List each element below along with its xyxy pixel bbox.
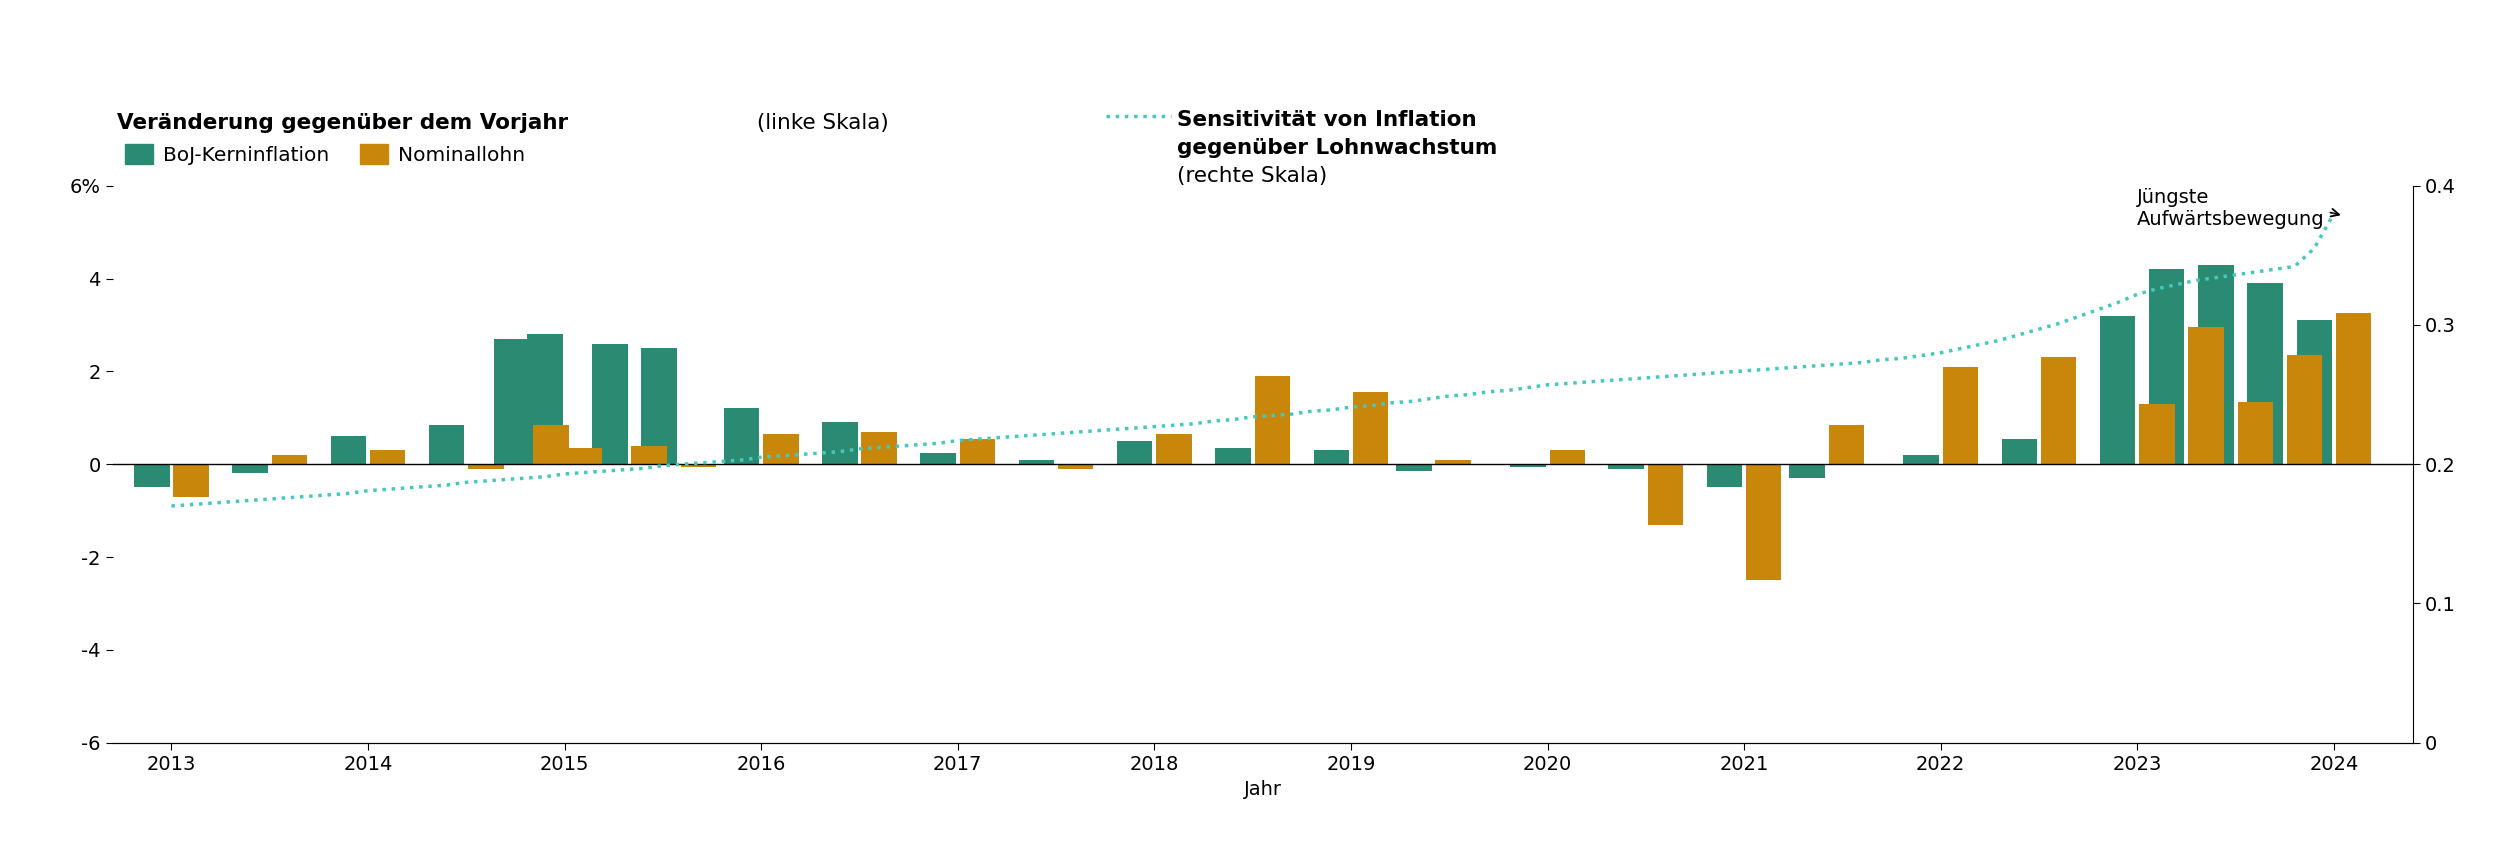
Bar — [1608, 464, 1645, 468]
Bar — [1942, 366, 1978, 464]
Bar — [1017, 459, 1055, 464]
Bar — [1158, 434, 1192, 464]
Bar — [2040, 357, 2078, 464]
Bar — [2248, 283, 2282, 464]
Text: gegenüber Lohnwachstum: gegenüber Lohnwachstum — [1178, 138, 1498, 159]
Bar — [468, 464, 502, 468]
Bar — [1550, 450, 1585, 464]
Bar — [272, 455, 308, 464]
Bar — [1255, 376, 1290, 464]
Bar — [2238, 402, 2272, 464]
Bar — [1118, 441, 1152, 464]
Bar — [2188, 327, 2225, 464]
Bar — [370, 450, 405, 464]
Legend: BoJ-Kerninflation, Nominallohn: BoJ-Kerninflation, Nominallohn — [118, 136, 532, 173]
Bar — [1058, 464, 1092, 468]
Bar — [2335, 313, 2370, 464]
Bar — [1828, 425, 1865, 464]
Text: Veränderung gegenüber dem Vorjahr: Veränderung gegenüber dem Vorjahr — [118, 113, 568, 133]
Bar — [430, 425, 465, 464]
Bar — [232, 464, 268, 473]
Bar — [2150, 269, 2185, 464]
Bar — [532, 425, 568, 464]
Bar — [2100, 316, 2135, 464]
Bar — [822, 422, 858, 464]
Bar — [2140, 403, 2175, 464]
Bar — [2288, 355, 2322, 464]
Bar — [762, 434, 798, 464]
Bar — [1745, 464, 1782, 580]
Bar — [1510, 464, 1545, 467]
X-axis label: Jahr: Jahr — [1242, 781, 1282, 799]
Bar — [920, 452, 955, 464]
Bar — [960, 439, 995, 464]
Bar — [1708, 464, 1742, 487]
Text: Sensitivität von Inflation: Sensitivität von Inflation — [1178, 111, 1478, 131]
Bar — [528, 334, 562, 464]
Text: (rechte Skala): (rechte Skala) — [1178, 166, 1328, 187]
Text: (linke Skala): (linke Skala) — [750, 113, 888, 133]
Bar — [495, 338, 530, 464]
Bar — [862, 431, 897, 464]
Bar — [135, 464, 170, 487]
Bar — [1435, 459, 1470, 464]
Bar — [680, 464, 715, 467]
Bar — [1395, 464, 1432, 471]
Bar — [1215, 448, 1250, 464]
Bar — [632, 446, 668, 464]
Bar — [1352, 392, 1388, 464]
Text: Jüngste
Aufwärtsbewegung: Jüngste Aufwärtsbewegung — [2138, 188, 2340, 229]
Bar — [1902, 455, 1938, 464]
Bar — [173, 464, 210, 496]
Bar — [2002, 439, 2037, 464]
Bar — [2198, 264, 2232, 464]
Bar — [642, 348, 678, 464]
Bar — [1648, 464, 1682, 524]
Bar — [330, 436, 365, 464]
Bar — [1790, 464, 1825, 478]
Bar — [2298, 320, 2332, 464]
Bar — [568, 448, 602, 464]
Bar — [592, 344, 628, 464]
Bar — [1312, 450, 1350, 464]
Bar — [725, 408, 760, 464]
